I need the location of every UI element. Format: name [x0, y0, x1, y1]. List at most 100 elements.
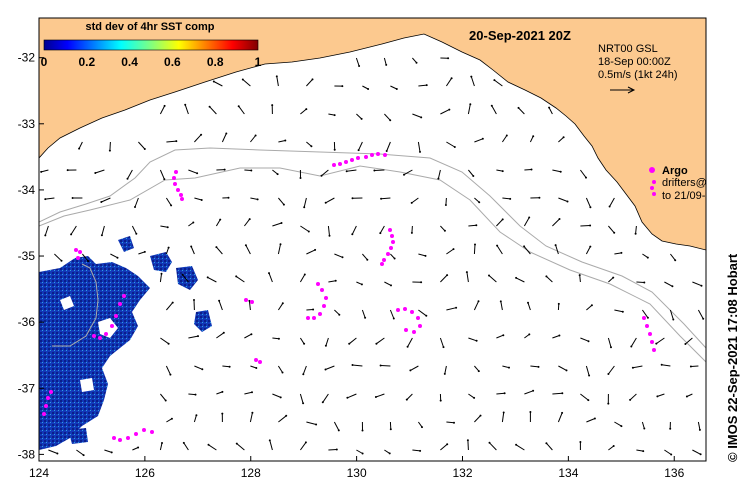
current-vector-head	[310, 145, 312, 147]
current-vector-head	[342, 256, 344, 258]
current-vector-head	[255, 135, 257, 137]
current-vector-head	[144, 148, 146, 150]
current-vector-head	[358, 65, 360, 67]
current-vector-head	[523, 245, 525, 247]
argo-legend-label: Argo	[662, 165, 688, 177]
current-vector-head	[193, 299, 195, 301]
current-vector-head	[567, 201, 569, 203]
current-vector-head	[250, 170, 252, 172]
current-vector-head	[629, 399, 631, 401]
current-vector-head	[503, 412, 505, 414]
current-vector-head	[351, 233, 353, 235]
current-vector	[468, 440, 469, 450]
colorbar-tick-label: 0.8	[207, 55, 224, 69]
current-vector-head	[305, 441, 307, 443]
current-vector-head	[215, 246, 217, 248]
x-tick-label: 124	[29, 466, 49, 480]
current-vector-head	[591, 304, 593, 306]
current-vector-head	[690, 366, 692, 368]
current-vector-head	[197, 335, 199, 337]
current-vector-head	[334, 114, 336, 116]
current-vector-head	[496, 245, 498, 247]
current-vector-head	[531, 169, 533, 171]
current-vector-head	[225, 133, 227, 135]
current-vector-head	[411, 202, 413, 204]
current-vector-head	[403, 174, 405, 176]
current-vector-head	[67, 169, 69, 171]
current-vector-head	[467, 439, 469, 441]
current-vector-head	[532, 390, 534, 392]
current-vector-head	[473, 397, 475, 399]
y-tick-label: -38	[18, 447, 36, 461]
current-vector-head	[346, 170, 348, 172]
y-tick-label: -33	[18, 117, 36, 131]
current-vector-head	[219, 219, 221, 221]
current-vector-head	[466, 271, 468, 273]
current-vector-head	[135, 233, 137, 235]
current-vector-head	[72, 197, 74, 199]
current-vector-head	[361, 118, 363, 120]
current-vector-head	[437, 178, 439, 180]
current-vector-head	[579, 274, 581, 276]
current-vector-head	[686, 396, 688, 398]
current-vector-head	[172, 302, 174, 304]
current-vector-head	[282, 372, 284, 374]
current-vector-head	[561, 412, 563, 414]
x-tick-label: 136	[664, 466, 684, 480]
current-vector	[580, 226, 590, 227]
current-vector-head	[335, 280, 337, 282]
current-vector-head	[302, 402, 304, 404]
current-vector-head	[161, 273, 163, 275]
current-vector-head	[280, 243, 282, 245]
current-vector-head	[375, 396, 377, 398]
current-vector-head	[426, 84, 428, 86]
current-vector-head	[674, 259, 676, 261]
current-vector-head	[341, 85, 343, 87]
current-vector-head	[375, 343, 377, 345]
current-vector-head	[251, 412, 253, 414]
current-vector-head	[362, 430, 364, 432]
current-vector-head	[419, 450, 421, 452]
current-vector-head	[528, 333, 530, 335]
current-vector-head	[669, 428, 671, 430]
current-vector-head	[192, 222, 194, 224]
current-vector-head	[469, 103, 471, 105]
current-vector-head	[390, 428, 392, 430]
current-vector-head	[282, 302, 284, 304]
current-vector-head	[195, 414, 197, 416]
current-vector-head	[389, 452, 391, 454]
current-vector-head	[196, 172, 198, 174]
current-vector-head	[271, 104, 273, 106]
current-vector-head	[257, 198, 259, 200]
current-vector-head	[200, 134, 202, 136]
current-vector-head	[393, 318, 395, 320]
current-vector-head	[163, 178, 165, 180]
current-vector-head	[362, 453, 364, 455]
date-title: 20-Sep-2021 20Z	[469, 28, 571, 43]
current-vector-head	[184, 104, 186, 106]
current-vector-head	[607, 403, 609, 405]
current-vector-head	[338, 314, 340, 316]
current-vector-head	[420, 116, 422, 118]
current-vector-head	[285, 415, 287, 417]
current-vector-head	[700, 453, 702, 455]
current-vector-head	[352, 197, 354, 199]
current-vector-head	[396, 88, 398, 90]
current-vector-head	[545, 442, 547, 444]
current-vector-head	[478, 300, 480, 302]
current-vector-head	[588, 340, 590, 342]
current-vector-head	[476, 340, 478, 342]
current-vector	[222, 366, 229, 367]
current-vector-head	[620, 425, 622, 427]
current-vector	[110, 142, 111, 151]
current-vector-head	[419, 151, 421, 153]
y-tick-label: -32	[18, 51, 36, 65]
current-vector-head	[493, 79, 495, 81]
current-vector-head	[208, 444, 210, 446]
current-vector-head	[168, 247, 170, 249]
current-vector-head	[367, 88, 369, 90]
current-vector-head	[515, 277, 517, 279]
current-vector-head	[245, 244, 247, 246]
current-vector-head	[100, 201, 102, 203]
current-vector-head	[454, 146, 456, 148]
